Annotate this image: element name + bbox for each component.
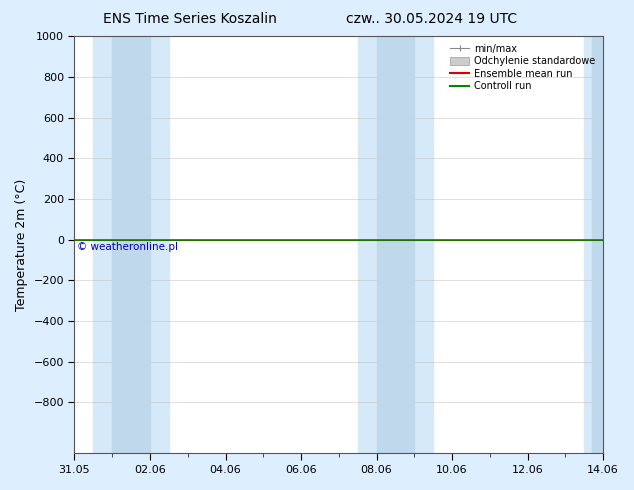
Bar [585,36,603,453]
Text: czw.. 30.05.2024 19 UTC: czw.. 30.05.2024 19 UTC [346,12,517,26]
Bar [93,36,169,453]
Legend: min/max, Odchylenie standardowe, Ensemble mean run, Controll run: min/max, Odchylenie standardowe, Ensembl… [446,40,599,95]
Bar [358,36,433,453]
Text: ENS Time Series Koszalin: ENS Time Series Koszalin [103,12,277,26]
Text: © weatheronline.pl: © weatheronline.pl [77,242,178,252]
Y-axis label: Temperature 2m (°C): Temperature 2m (°C) [15,178,28,311]
Bar [377,36,415,453]
Bar [112,36,150,453]
Bar [592,36,603,453]
